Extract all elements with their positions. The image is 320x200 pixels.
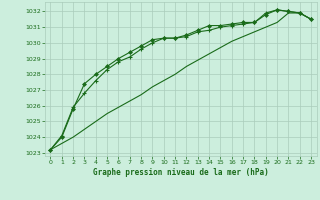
X-axis label: Graphe pression niveau de la mer (hPa): Graphe pression niveau de la mer (hPa): [93, 168, 269, 177]
